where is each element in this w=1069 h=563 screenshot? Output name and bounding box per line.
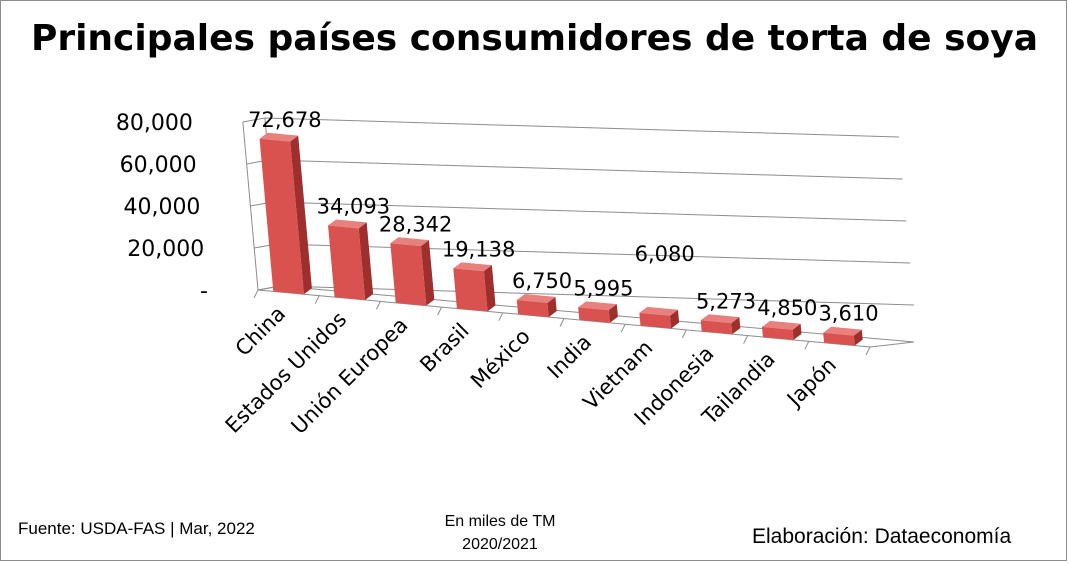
x-tick bbox=[437, 306, 443, 316]
bar bbox=[390, 243, 427, 306]
bar bbox=[259, 138, 304, 295]
data-label: 72,678 bbox=[248, 108, 321, 132]
data-label: 4,850 bbox=[757, 296, 817, 320]
category-label: India bbox=[543, 330, 596, 383]
bar-top bbox=[578, 301, 617, 311]
x-tick bbox=[253, 289, 259, 299]
bar-top bbox=[761, 320, 801, 330]
y-tick-label: 60,000 bbox=[120, 153, 197, 178]
bar-top bbox=[390, 237, 429, 247]
y-tick-label: 40,000 bbox=[123, 195, 200, 220]
bar-top bbox=[823, 326, 862, 336]
x-tick bbox=[804, 341, 810, 350]
x-tick bbox=[314, 295, 320, 304]
bar-side bbox=[731, 317, 741, 335]
bar-side bbox=[669, 309, 680, 329]
bar-side bbox=[792, 323, 802, 340]
bar bbox=[700, 320, 733, 335]
bar bbox=[328, 225, 366, 300]
bar-side bbox=[358, 222, 374, 300]
gridline-side bbox=[242, 117, 265, 123]
bar-top bbox=[639, 306, 678, 316]
data-label: 5,273 bbox=[696, 289, 756, 313]
bar-top bbox=[453, 262, 492, 272]
bar-top bbox=[700, 314, 740, 324]
x-tick bbox=[375, 301, 381, 310]
category-label: México bbox=[466, 324, 535, 393]
data-label: 6,080 bbox=[635, 242, 695, 266]
x-tick bbox=[620, 323, 626, 333]
y-tick-label: - bbox=[200, 279, 208, 304]
y-tick-label: 80,000 bbox=[116, 111, 193, 136]
gridline bbox=[268, 159, 903, 180]
y-tick-label: 20,000 bbox=[127, 237, 204, 262]
chart-title: Principales países consumidores de torta… bbox=[30, 18, 1039, 59]
bar-top bbox=[516, 294, 556, 303]
data-label: 28,342 bbox=[379, 212, 452, 236]
category-label: Estados Unidos bbox=[221, 307, 352, 438]
bar bbox=[578, 307, 610, 323]
period-label: 2020/2021 bbox=[462, 536, 538, 553]
bar bbox=[516, 300, 549, 318]
bar bbox=[639, 312, 672, 329]
bar-side bbox=[608, 304, 618, 323]
gridline bbox=[276, 243, 911, 264]
x-tick bbox=[865, 346, 871, 356]
units-note: En miles de TM 2020/2021 bbox=[400, 510, 600, 556]
bar-side bbox=[290, 135, 312, 295]
gridline bbox=[272, 201, 907, 222]
data-label: 5,995 bbox=[573, 276, 633, 300]
data-label: 19,138 bbox=[442, 237, 515, 261]
x-tick bbox=[743, 335, 749, 344]
category-label: China bbox=[231, 301, 290, 360]
category-label: Brasil bbox=[415, 319, 473, 377]
bar-side bbox=[547, 296, 557, 318]
bar bbox=[823, 332, 855, 346]
bar-top bbox=[328, 219, 367, 229]
data-label: 6,750 bbox=[512, 269, 572, 293]
bar-top bbox=[259, 132, 299, 142]
bar-side bbox=[420, 240, 435, 306]
units-label: En miles de TM bbox=[444, 513, 556, 530]
x-tick bbox=[559, 318, 565, 327]
bar-side bbox=[853, 329, 863, 346]
category-label: Unión Europea bbox=[287, 313, 413, 439]
x-tick bbox=[681, 329, 687, 339]
gridline bbox=[279, 285, 915, 306]
source-note: Fuente: USDA-FAS | Mar, 2022 bbox=[18, 519, 255, 538]
data-label: 34,093 bbox=[317, 195, 390, 219]
category-label: Japón bbox=[781, 353, 841, 413]
x-tick bbox=[498, 312, 504, 322]
bar bbox=[453, 268, 488, 312]
bar-side bbox=[483, 265, 496, 312]
bar bbox=[761, 326, 794, 340]
credit-note: Elaboración: Dataeconomía bbox=[752, 525, 1012, 548]
data-label: 3,610 bbox=[818, 302, 878, 326]
gridline bbox=[264, 117, 899, 138]
